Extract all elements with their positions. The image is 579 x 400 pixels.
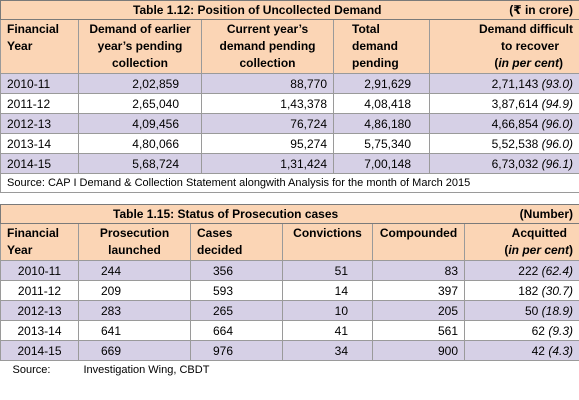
table-row: 2011-12 2,65,040 1,43,378 4,08,418 3,87,… — [0, 93, 579, 114]
col-total-demand: Total demand pending — [333, 19, 430, 74]
source-row: Source: Investigation Wing, CBDT — [0, 360, 579, 379]
table-row: 2014-15 5,68,724 1,31,424 7,00,148 6,73,… — [0, 153, 579, 174]
table-row: 2014-15 669 976 34 900 42 (4.3) — [0, 340, 579, 361]
table-title-row: Table 1.12: Position of Uncollected Dema… — [0, 0, 579, 20]
table-unit: (₹ in crore) — [429, 0, 579, 20]
table-source: Source: Investigation Wing, CBDT — [0, 360, 579, 379]
col-current-demand: Current year’s demand pending collection — [201, 19, 334, 74]
table-unit: (Number) — [464, 204, 579, 224]
col-acquitted: Acquitted (in per cent) — [464, 223, 579, 261]
table-row: 2012-13 283 265 10 205 50 (18.9) — [0, 300, 579, 321]
col-earlier-demand: Demand of earlier year’s pending collect… — [78, 19, 202, 74]
table-row: 2010-11 244 356 51 83 222 (62.4) — [0, 260, 579, 281]
table-source: Source: CAP I Demand & Collection Statem… — [0, 173, 579, 193]
table-title: Table 1.12: Position of Uncollected Dema… — [0, 0, 430, 20]
column-header-row: Financial Year Demand of earlier year’s … — [0, 19, 579, 74]
col-financial-year: Financial Year — [0, 223, 79, 261]
col-prosecution-launched: Prosecution launched — [78, 223, 191, 261]
table-row: 2013-14 4,80,066 95,274 5,75,340 5,52,53… — [0, 133, 579, 154]
table-row: 2010-11 2,02,859 88,770 2,91,629 2,71,14… — [0, 73, 579, 94]
table-row: 2013-14 641 664 41 561 62 (9.3) — [0, 320, 579, 341]
col-difficult-demand: Demand difficult to recover (in per cent… — [429, 19, 579, 74]
col-cases-decided: Cases decided — [190, 223, 283, 261]
prosecution-cases-table: Table 1.15: Status of Prosecution cases … — [0, 204, 579, 379]
uncollected-demand-table: Table 1.12: Position of Uncollected Dema… — [0, 0, 579, 193]
table-row: 2011-12 209 593 14 397 182 (30.7) — [0, 280, 579, 301]
col-financial-year: Financial Year — [0, 19, 79, 74]
table-row: 2012-13 4,09,456 76,724 4,86,180 4,66,85… — [0, 113, 579, 134]
table-title-row: Table 1.15: Status of Prosecution cases … — [0, 204, 579, 224]
col-convictions: Convictions — [282, 223, 373, 261]
table-title: Table 1.15: Status of Prosecution cases — [0, 204, 465, 224]
source-row: Source: CAP I Demand & Collection Statem… — [0, 173, 579, 193]
col-compounded: Compounded — [371, 223, 466, 261]
column-header-row: Financial Year Prosecution launched Case… — [0, 223, 579, 261]
